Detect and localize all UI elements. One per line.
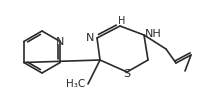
Text: N: N (85, 33, 94, 43)
Text: H: H (118, 16, 125, 26)
Text: H₃C: H₃C (65, 79, 85, 89)
Text: NH: NH (144, 29, 161, 39)
Text: N: N (56, 37, 64, 47)
Text: S: S (123, 69, 130, 79)
